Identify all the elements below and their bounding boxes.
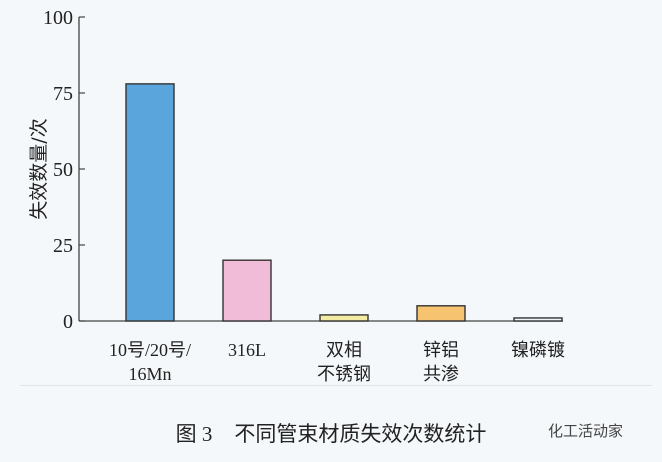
divider xyxy=(20,385,652,386)
y-tick-label: 100 xyxy=(43,7,73,29)
bar xyxy=(416,305,466,322)
x-tick-label: 316L xyxy=(228,340,266,360)
x-tick-label: 镍磷镀 xyxy=(511,340,565,360)
caption-number: 图 3 xyxy=(175,422,213,446)
bar xyxy=(319,314,369,322)
x-tick-label: 16Mn xyxy=(128,364,171,384)
y-tick-label: 50 xyxy=(53,159,73,181)
x-tick-label: 双相 xyxy=(326,340,362,360)
bar xyxy=(513,317,563,322)
bar xyxy=(222,259,272,322)
x-tick-label: 锌铝 xyxy=(423,340,459,360)
caption-text: 不同管束材质失效次数统计 xyxy=(234,422,487,446)
x-tick-label: 10号/20号/ xyxy=(109,340,191,360)
brand-watermark: 化工活动家 xyxy=(548,422,624,440)
x-tick-label: 不锈钢 xyxy=(317,364,371,384)
x-tick-label: 共渗 xyxy=(423,364,459,384)
y-axis-label: 失效数量/次 xyxy=(28,118,50,219)
bar xyxy=(125,83,175,322)
figure-caption: 图 3 不同管束材质失效次数统计 xyxy=(0,418,662,448)
y-tick-label: 25 xyxy=(53,235,73,257)
y-tick-label: 75 xyxy=(53,83,73,105)
y-tick-label: 0 xyxy=(63,311,73,333)
